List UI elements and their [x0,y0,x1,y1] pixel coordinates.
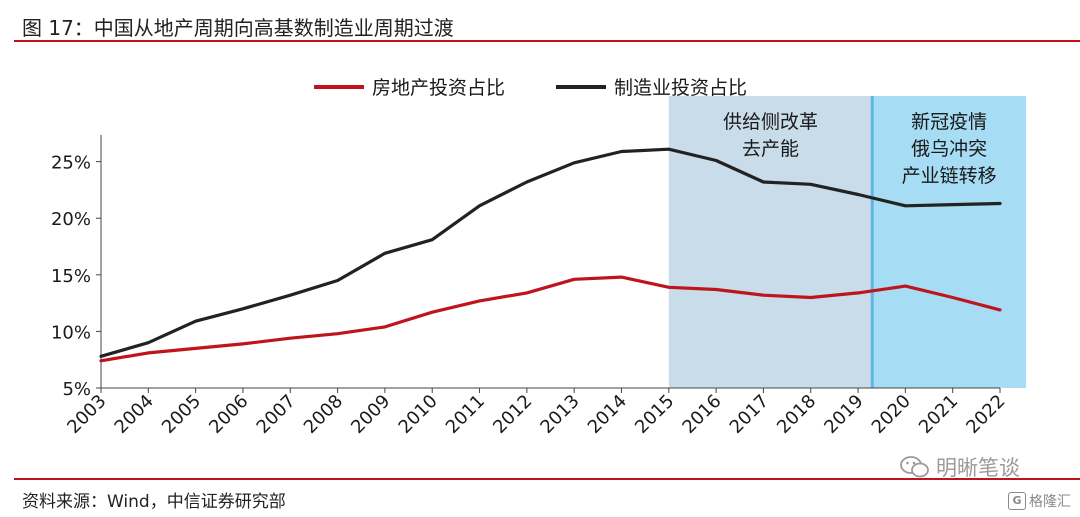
data-point [431,310,434,314]
data-point [714,288,718,291]
data-point [667,147,670,151]
data-point [856,291,860,295]
data-point [951,203,954,206]
series-lines [99,147,1002,363]
data-point [289,293,292,297]
data-point [289,337,292,340]
footer-rule [14,478,1080,480]
y-tick-label: 15% [51,266,91,287]
legend-label: 房地产投资占比 [372,77,505,99]
title-rule [14,40,1080,42]
logo-g-icon: G [1008,492,1026,510]
data-point [241,307,245,310]
x-tick-label: 2008 [300,391,347,438]
figure-title: 图 17：中国从地产周期向高基数制造业周期过渡 [22,16,454,40]
y-tick-label: 25% [51,153,91,174]
region-label: 供给侧改革 [723,111,818,133]
data-point [431,238,434,241]
data-point [478,299,481,303]
x-tick-label: 2013 [536,391,583,438]
data-point [99,355,103,358]
data-point [147,351,150,355]
x-tick-label: 2011 [442,391,489,438]
source-note: 资料来源：Wind，中信证券研究部 [22,492,286,512]
x-tick-label: 2019 [820,391,867,438]
x-tick-label: 2017 [726,391,773,438]
chart-legend: 房地产投资占比 制造业投资占比 [314,77,747,99]
shaded-region [872,96,1027,388]
y-tick-label: 10% [51,322,91,343]
data-point [951,296,954,299]
x-tick-label: 2022 [962,391,1009,438]
data-point [147,341,150,344]
data-point [998,202,1002,205]
data-point [620,275,623,279]
data-point [99,359,103,363]
data-point [241,342,245,346]
region-label: 产业链转移 [902,165,997,187]
data-point [667,286,670,289]
region-label: 去产能 [742,138,799,160]
x-tick-label: 2004 [111,391,158,438]
data-point [904,204,907,207]
data-point [714,159,718,162]
publisher-logo: G 格隆汇 [1008,491,1071,511]
data-point [336,332,339,335]
x-tick-label: 2016 [678,391,725,438]
x-tick-label: 2020 [868,391,915,438]
data-point [194,320,197,323]
data-point [809,183,812,186]
x-tick-label: 2007 [253,391,300,438]
data-point [762,180,765,184]
x-tick-label: 2006 [205,391,252,438]
series-line [99,275,1002,363]
shaded-region [668,96,873,388]
region-label: 新冠疫情 [911,111,987,133]
data-point [809,296,812,299]
wechat-icon [900,456,929,478]
data-point [525,291,529,295]
data-point [383,252,387,255]
data-point [572,278,576,281]
x-tick-label: 2018 [773,391,820,438]
data-point [620,150,623,153]
watermark: 明晰笔谈 [900,452,1020,482]
data-point [383,325,387,329]
y-tick-label: 5% [62,379,91,400]
x-tick-label: 2021 [915,391,962,438]
data-point [336,279,339,282]
data-point [998,308,1002,312]
series-line [99,147,1002,358]
data-point [525,180,529,184]
x-tick-label: 2010 [395,391,442,438]
data-point [856,193,860,196]
x-tick-label: 2014 [584,391,631,438]
x-tick-label: 2015 [631,391,678,438]
region-label: 俄乌冲突 [911,138,987,160]
data-point [572,161,576,164]
watermark-text: 明晰笔谈 [936,456,1020,480]
data-point [904,284,907,288]
x-tick-label: 2009 [347,391,394,438]
x-tick-label: 2005 [158,391,205,438]
data-point [478,204,481,207]
y-tick-label: 20% [51,209,91,230]
legend-label: 制造业投资占比 [614,77,747,99]
data-point [762,293,765,297]
x-tick-label: 2012 [489,391,536,438]
logo-text: 格隆汇 [1029,494,1071,510]
data-point [194,347,197,350]
